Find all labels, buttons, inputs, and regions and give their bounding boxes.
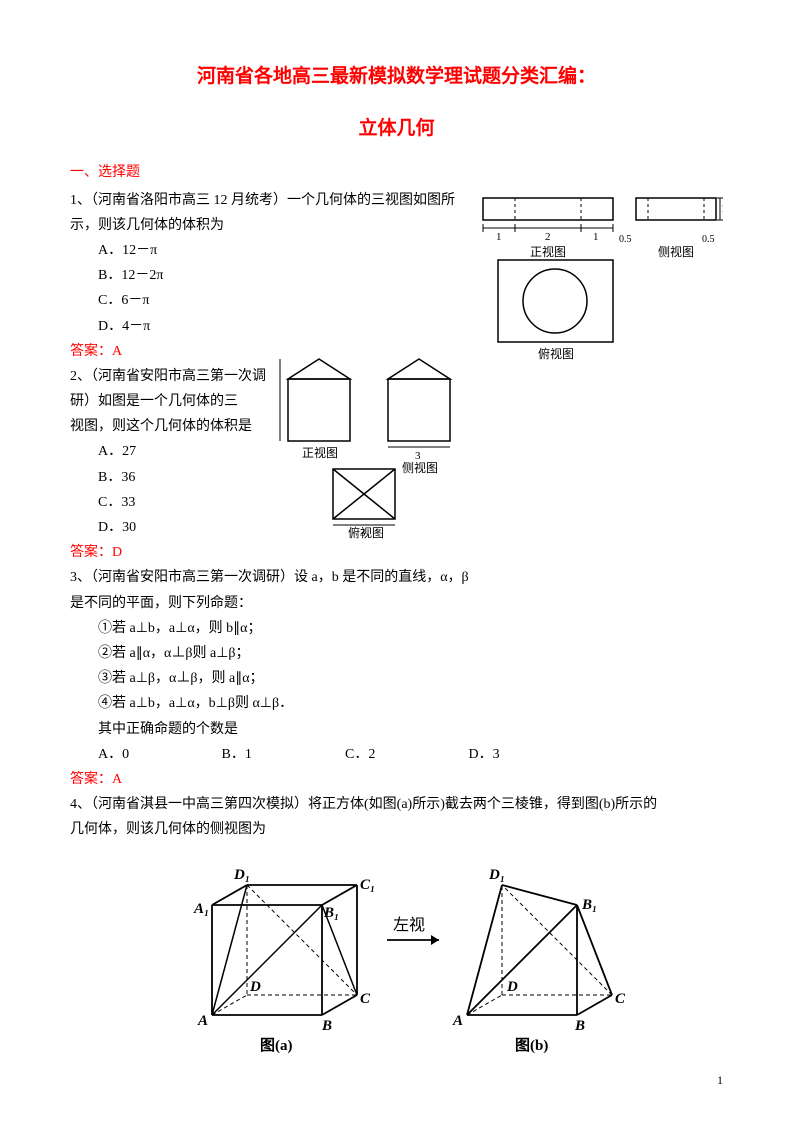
q3-stem-b: 是不同的平面，则下列命题： xyxy=(70,591,723,616)
svg-text:D₁: D₁ xyxy=(233,867,250,883)
q2-figure: 1 3 正视图 3 侧视图 3 俯视图 xyxy=(278,354,468,548)
q3-answer: 答案：A xyxy=(70,767,723,792)
q3-stem-a: 3、（河南省安阳市高三第一次调研）设 a，b 是不同的直线，α，β xyxy=(70,565,723,590)
svg-text:图(a): 图(a) xyxy=(260,1037,293,1054)
svg-text:0.5: 0.5 xyxy=(702,234,715,245)
q3-p2: ②若 a∥α，α⊥β则 a⊥β； xyxy=(70,641,723,666)
q3-p5: 其中正确命题的个数是 xyxy=(70,717,723,742)
sub-title: 立体几何 xyxy=(70,112,723,146)
svg-text:B: B xyxy=(574,1018,585,1034)
svg-text:B₁: B₁ xyxy=(581,897,597,913)
svg-text:D₁: D₁ xyxy=(488,867,505,883)
q3-p1: ①若 a⊥b，a⊥α，则 b∥α； xyxy=(70,616,723,641)
svg-text:D: D xyxy=(506,979,518,995)
q4-stem-b: 几何体，则该几何体的侧视图为 xyxy=(70,817,723,842)
q3-options: A．0 B．1 C．2 D．3 xyxy=(70,742,723,767)
svg-text:正视图: 正视图 xyxy=(530,244,566,259)
svg-text:C: C xyxy=(360,991,371,1007)
svg-text:1: 1 xyxy=(593,231,599,243)
q4-figure: A₁ B₁ C₁ D₁ A B C D 图(a) 左视 D₁ B₁ A B C xyxy=(70,850,723,1064)
svg-text:侧视图: 侧视图 xyxy=(658,244,694,259)
svg-text:图(b): 图(b) xyxy=(515,1037,548,1054)
svg-text:D: D xyxy=(249,979,261,995)
q3-p4: ④若 a⊥b，a⊥α，b⊥β则 α⊥β． xyxy=(70,691,723,716)
main-title: 河南省各地高三最新模拟数学理试题分类汇编： xyxy=(70,60,723,94)
svg-text:A: A xyxy=(452,1013,463,1029)
svg-text:左视: 左视 xyxy=(393,916,425,934)
svg-text:俯视图: 俯视图 xyxy=(348,525,384,539)
q3-p3: ③若 a⊥β，α⊥β，则 a∥α； xyxy=(70,666,723,691)
q1-figure: 1 2 1 正视图 0.5 0.5 1 侧视图 俯视图 xyxy=(478,188,723,377)
q3-optB: B．1 xyxy=(222,742,342,767)
svg-text:1: 1 xyxy=(721,204,723,215)
svg-text:C: C xyxy=(615,991,626,1007)
q3-optC: C．2 xyxy=(345,742,465,767)
svg-text:0.5: 0.5 xyxy=(619,234,632,245)
svg-text:A₁: A₁ xyxy=(193,901,209,917)
page-number: 1 xyxy=(717,1070,723,1092)
svg-text:C₁: C₁ xyxy=(360,877,375,893)
section-heading: 一、选择题 xyxy=(70,160,723,185)
svg-text:2: 2 xyxy=(545,231,551,243)
svg-text:B: B xyxy=(321,1018,332,1034)
svg-text:俯视图: 俯视图 xyxy=(538,346,574,361)
svg-text:1: 1 xyxy=(496,231,502,243)
q3-optD: D．3 xyxy=(469,742,589,767)
svg-text:侧视图: 侧视图 xyxy=(402,460,438,475)
svg-text:A: A xyxy=(197,1013,208,1029)
q3-optA: A．0 xyxy=(98,742,218,767)
svg-text:B₁: B₁ xyxy=(323,905,339,921)
q4-stem-a: 4、（河南省淇县一中高三第四次模拟）将正方体(如图(a)所示)截去两个三棱锥，得… xyxy=(70,792,723,817)
svg-text:正视图: 正视图 xyxy=(302,445,338,460)
